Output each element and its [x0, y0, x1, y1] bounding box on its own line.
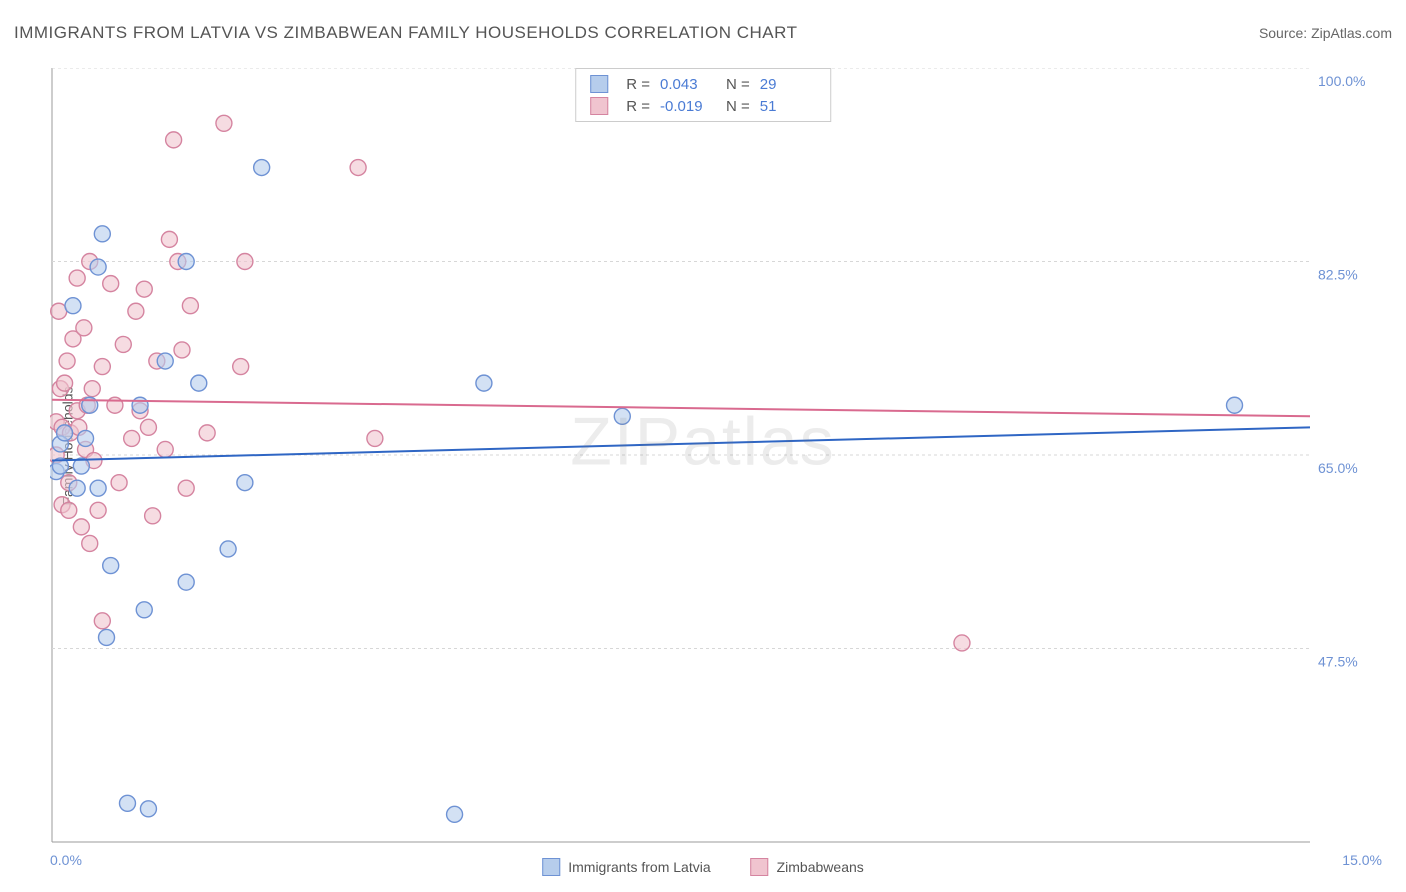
legend-swatch-series1 — [542, 858, 560, 876]
legend-swatch-series2 — [590, 97, 608, 115]
n-value-series2: 51 — [760, 98, 816, 115]
n-label: N = — [726, 76, 750, 93]
series-legend: Immigrants from Latvia Zimbabweans — [542, 858, 864, 876]
source-label: Source: ZipAtlas.com — [1259, 25, 1392, 41]
svg-text:82.5%: 82.5% — [1318, 267, 1358, 283]
legend-swatch-series1 — [590, 75, 608, 93]
scatter-chart: 47.5% 65.0% 82.5% 100.0% — [50, 68, 1382, 844]
legend-label-series2: Zimbabweans — [777, 859, 864, 875]
r-label: R = — [626, 76, 650, 93]
svg-text:100.0%: 100.0% — [1318, 73, 1365, 89]
r-label: R = — [626, 98, 650, 115]
legend-swatch-series2 — [751, 858, 769, 876]
legend-item-series1: Immigrants from Latvia — [542, 858, 710, 876]
svg-text:47.5%: 47.5% — [1318, 654, 1358, 670]
legend-item-series2: Zimbabweans — [751, 858, 864, 876]
r-value-series2: -0.019 — [660, 98, 716, 115]
r-value-series1: 0.043 — [660, 76, 716, 93]
n-value-series1: 29 — [760, 76, 816, 93]
legend-row-series1: R = 0.043 N = 29 — [590, 73, 816, 95]
legend-row-series2: R = -0.019 N = 51 — [590, 95, 816, 117]
x-axis-start: 0.0% — [50, 852, 82, 868]
chart-title: IMMIGRANTS FROM LATVIA VS ZIMBABWEAN FAM… — [14, 23, 797, 43]
plot-area: 47.5% 65.0% 82.5% 100.0% — [50, 68, 1382, 844]
n-label: N = — [726, 98, 750, 115]
svg-text:65.0%: 65.0% — [1318, 460, 1358, 476]
correlation-legend: R = 0.043 N = 29 R = -0.019 N = 51 — [575, 68, 831, 122]
x-axis-end: 15.0% — [1342, 852, 1382, 868]
legend-label-series1: Immigrants from Latvia — [568, 859, 710, 875]
